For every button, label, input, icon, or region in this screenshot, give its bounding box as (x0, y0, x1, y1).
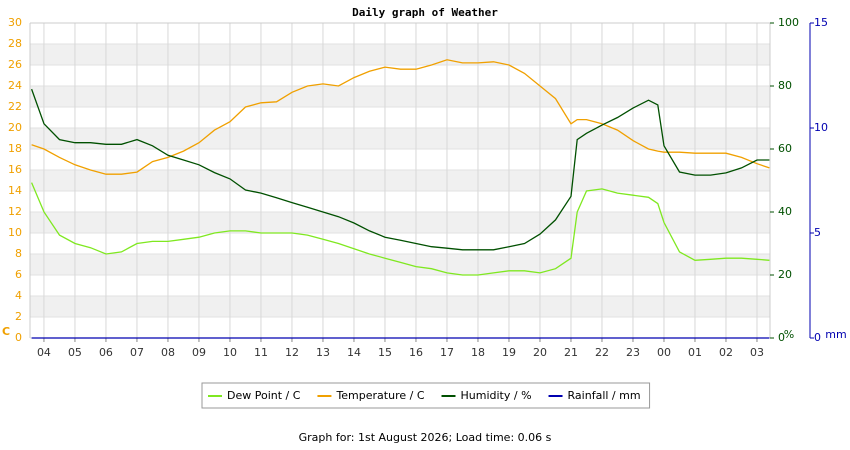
x-tick-label: 15 (378, 346, 392, 359)
grid-band (30, 128, 770, 149)
x-tick-label: 04 (37, 346, 51, 359)
y2-tick-label: 0 (778, 331, 785, 344)
y-tick-label: 20 (8, 121, 22, 134)
x-tick-label: 08 (161, 346, 175, 359)
y-tick-label: 30 (8, 16, 22, 29)
y2-tick-label: 20 (778, 268, 792, 281)
x-tick-label: 00 (657, 346, 671, 359)
legend-box (201, 382, 651, 409)
x-tick-label: 19 (502, 346, 516, 359)
legend-label: Humidity / % (461, 389, 532, 402)
y-tick-label: 28 (8, 37, 22, 50)
grid-band (30, 86, 770, 107)
y-tick-label: 10 (8, 226, 22, 239)
series-line (30, 88, 770, 251)
y3-tick-label: 5 (814, 226, 821, 239)
x-tick-label: 03 (750, 346, 764, 359)
grid-band (30, 170, 770, 191)
y2-axis-label: % (784, 328, 794, 341)
legend-label: Rainfall / mm (568, 389, 641, 402)
legend: Dew Point / C Temperature / C Humidity / %… (201, 382, 651, 409)
x-tick-label: 01 (688, 346, 702, 359)
y-tick-label: 6 (15, 268, 22, 281)
y2-tick-label: 100 (778, 16, 799, 29)
x-tick-label: 23 (626, 346, 640, 359)
x-tick-label: 20 (533, 346, 547, 359)
x-tick-label: 21 (564, 346, 578, 359)
x-tick-label: 05 (68, 346, 82, 359)
chart-title: Daily graph of Weather (352, 6, 498, 19)
y-tick-label: 18 (8, 142, 22, 155)
y2-tick-label: 40 (778, 205, 792, 218)
y-tick-label: 22 (8, 100, 22, 113)
y-tick-label: 12 (8, 205, 22, 218)
y3-axis-label: mm (825, 328, 846, 341)
footer: Graph for: 1st August 2026; Load time: 0… (299, 431, 552, 444)
grid-band (30, 44, 770, 65)
x-tick-label: 07 (130, 346, 144, 359)
y3-tick-label: 10 (814, 121, 828, 134)
y-axis-label: C (2, 325, 10, 338)
y-tick-label: 0 (15, 331, 22, 344)
y2-tick-label: 60 (778, 142, 792, 155)
x-tick-label: 13 (316, 346, 330, 359)
x-tick-label: 14 (347, 346, 361, 359)
y3-tick-label: 0 (814, 331, 821, 344)
legend-label: Dew Point / C (227, 389, 301, 402)
y-tick-label: 4 (15, 289, 22, 302)
y3-tick-label: 15 (814, 16, 828, 29)
x-tick-label: 11 (254, 346, 268, 359)
y-tick-label: 24 (8, 79, 22, 92)
series-line (31, 59, 770, 175)
y2-tick-label: 80 (778, 79, 792, 92)
x-tick-label: 16 (409, 346, 423, 359)
x-tick-label: 17 (440, 346, 454, 359)
grid-band (30, 254, 770, 275)
y-tick-label: 26 (8, 58, 22, 71)
y-tick-label: 8 (15, 247, 22, 260)
x-tick-label: 09 (192, 346, 206, 359)
x-tick-label: 06 (99, 346, 113, 359)
x-tick-label: 22 (595, 346, 609, 359)
grid-band (30, 212, 770, 233)
y-tick-label: 2 (15, 310, 22, 323)
x-tick-label: 18 (471, 346, 485, 359)
y-tick-label: 16 (8, 163, 22, 176)
x-tick-label: 10 (223, 346, 237, 359)
grid-band (30, 296, 770, 317)
series-line (31, 182, 770, 276)
y-tick-label: 14 (8, 184, 22, 197)
x-tick-label: 12 (285, 346, 299, 359)
legend-label: Temperature / C (335, 389, 424, 402)
x-tick-label: 02 (719, 346, 733, 359)
